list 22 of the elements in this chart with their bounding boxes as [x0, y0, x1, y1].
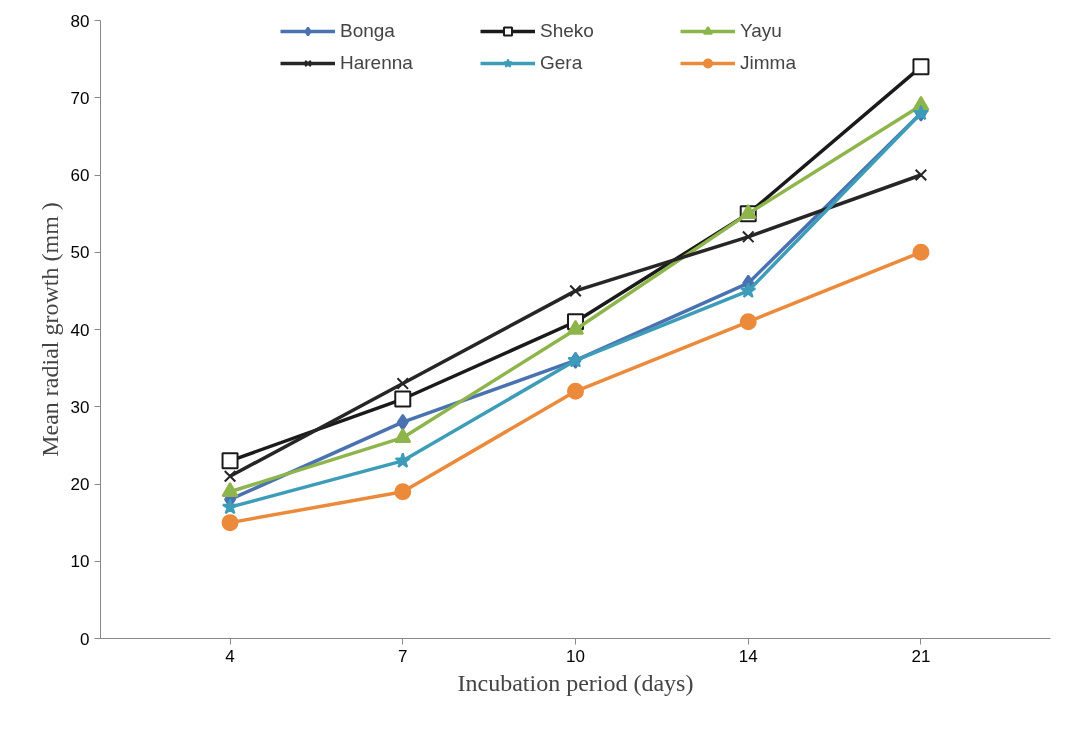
x-tick-label: 14 [738, 646, 758, 666]
y-tick-label: 0 [80, 629, 90, 649]
legend-label: Bonga [340, 20, 396, 42]
legend-label: Gera [540, 52, 584, 74]
x-tick-label: 10 [566, 646, 585, 666]
legend-label: Sheko [540, 20, 595, 42]
y-tick-label: 20 [70, 475, 90, 494]
legend-label: Jimma [740, 52, 797, 74]
legend-label: Harenna [340, 52, 414, 74]
x-axis-title: Incubation period (days) [457, 669, 694, 696]
y-tick-label: 30 [70, 397, 90, 417]
y-tick-label: 70 [70, 88, 90, 108]
y-tick-label: 60 [70, 166, 90, 185]
y-axis-title: Mean radial growth (mm ) [36, 202, 63, 457]
x-tick-label: 7 [398, 646, 408, 666]
y-tick-label: 80 [70, 11, 90, 31]
x-tick-label: 4 [225, 646, 235, 666]
y-tick-label: 50 [70, 243, 90, 263]
y-tick-label: 40 [70, 320, 90, 340]
x-tick-label: 21 [911, 646, 931, 666]
legend-label: Yayu [740, 20, 783, 42]
y-tick-label: 10 [70, 552, 90, 572]
